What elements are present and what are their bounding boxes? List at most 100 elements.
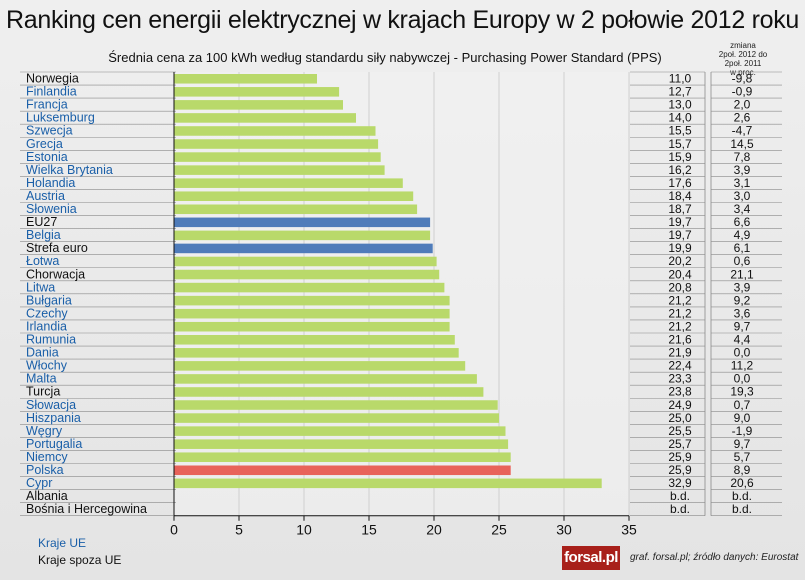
category-label: Estonia [26, 150, 68, 164]
category-label: Austria [26, 189, 65, 203]
bar [174, 74, 317, 84]
x-tick-label: 0 [170, 522, 178, 538]
category-label: Grecja [26, 137, 63, 151]
bar [174, 478, 602, 489]
category-label: Norwegia [26, 72, 79, 86]
change-label: 9,0 [734, 411, 751, 425]
x-tick-label: 20 [426, 522, 442, 538]
value-label: 14,0 [668, 111, 692, 125]
bar [174, 361, 466, 371]
bar [174, 321, 450, 332]
forsal-logo: forsal.pl [562, 546, 620, 570]
change-label: -1,9 [732, 424, 753, 438]
chart-title: Ranking cen energii elektrycznej w kraja… [5, 6, 800, 34]
bar [174, 152, 381, 162]
bar [174, 335, 455, 345]
value-label: 24,9 [668, 398, 692, 412]
category-label: Bułgaria [26, 293, 72, 307]
value-label: 20,8 [668, 280, 692, 294]
category-label: Finlandia [26, 85, 77, 99]
value-label: 21,2 [668, 319, 692, 333]
category-label: Niemcy [26, 450, 68, 464]
bar [174, 87, 340, 97]
bar [174, 126, 376, 136]
change-label: -4,7 [732, 124, 753, 138]
category-label: Turcja [26, 385, 60, 399]
value-label: 15,9 [668, 150, 692, 164]
bar [174, 139, 379, 149]
value-label: 32,9 [668, 476, 692, 490]
change-column-header: zmiana 2poł. 2012 do 2poł. 2011 w proc. [708, 41, 778, 77]
bar [174, 113, 356, 123]
change-label: -9,8 [732, 72, 753, 86]
value-label: 18,4 [668, 189, 692, 203]
bar [174, 387, 484, 397]
value-label: 18,7 [668, 202, 692, 216]
value-label: 13,0 [668, 98, 692, 112]
value-label: 21,6 [668, 333, 692, 347]
category-label: Francja [26, 98, 68, 112]
bar [174, 204, 418, 215]
value-label: 17,6 [668, 176, 692, 190]
bar [174, 100, 343, 110]
category-label: Rumunia [26, 333, 76, 347]
value-label: 25,9 [668, 450, 692, 464]
change-label: 19,3 [730, 385, 754, 399]
bar [174, 243, 433, 254]
bar [174, 269, 440, 280]
x-tick-label: 25 [491, 522, 507, 538]
bar [174, 374, 477, 384]
change-label: 8,9 [734, 463, 751, 477]
legend-eu: Kraje UE [38, 536, 87, 550]
bar [174, 308, 450, 319]
value-label: 21,2 [668, 306, 692, 320]
change-label: b.d. [732, 489, 752, 503]
change-label: 4,9 [734, 228, 751, 242]
x-tick-label: 30 [556, 522, 572, 538]
value-label: 15,7 [668, 137, 692, 151]
category-label: Irlandia [26, 319, 67, 333]
change-label: 3,6 [734, 306, 751, 320]
bar [174, 465, 511, 476]
category-label: Wielka Brytania [26, 163, 113, 177]
x-tick-label: 5 [235, 522, 243, 538]
change-label: 3,9 [734, 280, 751, 294]
category-label: Belgia [26, 228, 61, 242]
value-label: 16,2 [668, 163, 692, 177]
category-label: Litwa [26, 280, 55, 294]
x-tick-label: 15 [361, 522, 377, 538]
bar [174, 348, 459, 358]
change-label: 3,0 [734, 189, 751, 203]
value-label: 20,2 [668, 254, 692, 268]
change-label: 9,2 [734, 293, 751, 307]
category-label: Łotwa [26, 254, 59, 268]
value-label: 11,0 [669, 72, 692, 86]
source-note: graf. forsal.pl; źródło danych: Eurostat [630, 552, 799, 563]
category-label: Holandia [26, 176, 75, 190]
value-label: 20,4 [668, 267, 692, 281]
category-label: Strefa euro [26, 241, 88, 255]
change-header-line: 2poł. 2011 [724, 59, 762, 68]
category-label: Słowenia [26, 202, 77, 216]
change-label: 2,0 [734, 98, 751, 112]
bar [174, 282, 445, 293]
value-label: b.d. [670, 489, 690, 503]
change-header-line: zmiana [730, 41, 756, 50]
change-label: 9,7 [734, 437, 751, 451]
category-label: Szwecja [26, 124, 73, 138]
change-label: 0,6 [734, 254, 751, 268]
category-label: Czechy [26, 306, 68, 320]
bar [174, 295, 450, 306]
category-label: Słowacja [26, 398, 76, 412]
change-header-line: w proc. [730, 68, 756, 77]
bar [174, 452, 511, 462]
value-label: 23,8 [668, 385, 692, 399]
legend-non-eu: Kraje spoza UE [38, 553, 122, 567]
change-label: -0,9 [732, 85, 753, 99]
bar [174, 426, 506, 436]
bar [174, 178, 403, 188]
bar [174, 191, 414, 201]
category-label: Dania [26, 346, 59, 360]
